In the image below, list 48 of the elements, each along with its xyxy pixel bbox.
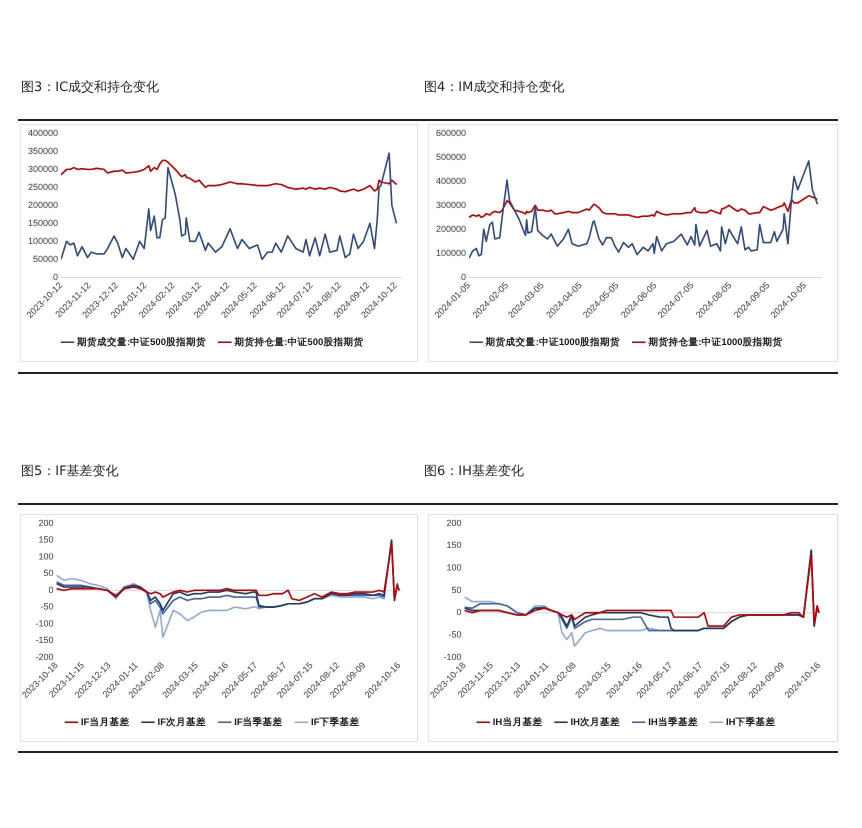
y-tick-label: 300000	[28, 164, 58, 174]
y-tick-label: 50	[44, 568, 54, 578]
y-tick-label: 150	[446, 540, 462, 550]
y-tick-label: 400000	[28, 128, 58, 138]
legend-label: IF次月基差	[158, 716, 206, 728]
legend-label: IH当季基差	[648, 716, 698, 728]
y-tick-label: 0	[456, 607, 462, 618]
y-tick-label: -150	[36, 635, 54, 646]
y-tick-label: 300000	[436, 200, 466, 210]
y-tick-label: -50	[448, 629, 462, 640]
y-tick-label: 100000	[28, 236, 58, 246]
chart-title: 图3：IC成交和持仓变化	[21, 79, 160, 96]
legend-label: 期货成交量:中证1000股指期货	[484, 336, 621, 348]
legend-label: 期货持仓量:中证1000股指期货	[647, 336, 784, 348]
y-tick-label: 600000	[436, 128, 466, 138]
legend-label: IF当季基差	[234, 716, 283, 728]
chart-title: 图6：IH基差变化	[424, 463, 524, 480]
y-tick-label: 0	[53, 272, 58, 282]
chart-title: 图5：IF基差变化	[21, 463, 119, 480]
y-tick-label: 0	[461, 272, 466, 282]
y-tick-label: 500000	[436, 152, 466, 162]
y-tick-label: -200	[36, 652, 54, 662]
y-tick-label: 200	[38, 518, 54, 528]
legend-label: IH下季基差	[726, 716, 776, 728]
y-tick-label: 100000	[436, 248, 466, 258]
legend-label: 期货持仓量:中证500股指期货	[233, 336, 364, 348]
y-tick-label: 200	[446, 518, 462, 528]
legend-label: 期货成交量:中证500股指期货	[76, 336, 207, 348]
y-tick-label: -100	[444, 652, 462, 662]
y-tick-label: 150	[38, 534, 54, 545]
legend-label: IH当月基差	[492, 716, 542, 728]
y-tick-label: 400000	[436, 176, 466, 186]
y-tick-label: 100	[446, 562, 462, 573]
legend-label: IF当月基差	[80, 716, 130, 728]
y-tick-label: 200000	[436, 224, 466, 234]
chart-title: 图4：IM成交和持仓变化	[424, 79, 564, 96]
y-tick-label: 0	[48, 584, 54, 595]
y-tick-label: -50	[40, 602, 54, 612]
y-tick-label: 250000	[28, 182, 58, 192]
y-tick-label: 200000	[28, 200, 58, 210]
y-tick-label: -100	[36, 618, 54, 628]
legend-label: IH次月基差	[570, 716, 620, 728]
legend-label: IF下季基差	[310, 716, 360, 728]
y-tick-label: 350000	[28, 146, 58, 156]
y-tick-label: 150000	[28, 218, 58, 228]
y-tick-label: 100	[38, 551, 54, 562]
y-tick-label: 50	[452, 584, 462, 595]
y-tick-label: 50000	[33, 254, 58, 264]
